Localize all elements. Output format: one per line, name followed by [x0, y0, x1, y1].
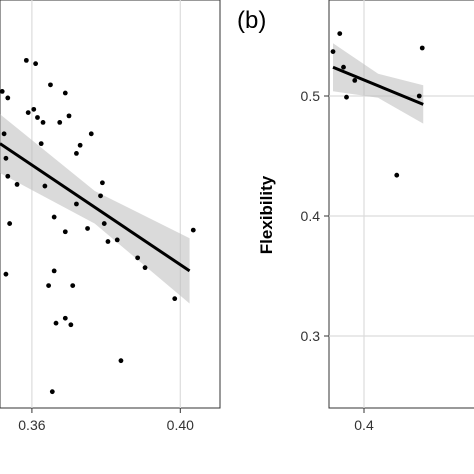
data-point-a-29: [74, 201, 79, 207]
panel-a: 0.36 0.40: [0, 0, 221, 433]
data-point-a-20: [38, 141, 44, 147]
data-point-a-10: [31, 106, 37, 112]
data-point-a-17: [66, 113, 72, 119]
panel-b: (b) Flexibility 0.4 0.3 0.4 0.5: [237, 0, 474, 433]
data-point-a-39: [135, 255, 141, 261]
data-point-a-34: [101, 221, 107, 226]
data-point-a-14: [48, 82, 53, 88]
regression-line-b: [332, 65, 424, 106]
confidence-band-b: [333, 43, 424, 124]
data-point-a-22: [62, 229, 68, 235]
x-tick-label-a-1: 0.40: [167, 417, 194, 433]
data-point-a-12: [35, 115, 40, 120]
data-point-b-7: [419, 45, 425, 51]
data-point-a-1: [1, 131, 7, 137]
x-ticks-b: 0.4: [354, 408, 374, 433]
data-point-a-9: [25, 110, 31, 116]
data-point-a-2: [3, 155, 9, 161]
data-point-a-5: [7, 221, 13, 226]
data-point-a-4: [5, 95, 11, 101]
y-tick-label-b-1: 0.4: [301, 208, 321, 224]
data-point-b-0: [330, 49, 336, 54]
data-point-a-15: [57, 120, 63, 125]
data-point-a-43: [49, 389, 55, 395]
data-point-b-3: [344, 94, 349, 100]
data-point-a-13: [40, 120, 46, 125]
data-point-a-19: [42, 183, 48, 189]
data-point-a-26: [62, 315, 68, 321]
data-point-a-40: [142, 265, 148, 271]
y-axis-title-b: Flexibility: [257, 175, 276, 254]
data-point-a-30: [85, 226, 90, 231]
grid-a: [31, 0, 181, 408]
x-ticks-a: 0.36 0.40: [18, 408, 194, 433]
data-point-a-36: [105, 239, 111, 244]
data-point-a-3: [5, 173, 11, 179]
data-point-a-24: [46, 283, 52, 288]
y-tick-label-b-0: 0.3: [301, 328, 321, 344]
data-point-a-23: [51, 268, 57, 274]
data-point-a-25: [53, 320, 59, 326]
data-point-b-2: [341, 64, 346, 70]
data-point-a-27: [68, 322, 74, 328]
data-point-b-1: [337, 31, 343, 36]
data-point-a-0: [0, 88, 5, 94]
data-point-a-21: [51, 214, 57, 220]
x-tick-label-a-0: 0.36: [18, 417, 45, 433]
data-point-b-6: [416, 93, 422, 99]
data-point-a-35: [99, 180, 105, 186]
y-ticks-b: 0.3 0.4 0.5: [301, 88, 329, 344]
points-b: [330, 31, 425, 178]
data-point-a-18: [74, 151, 79, 156]
panel-label-b: (b): [237, 7, 266, 34]
data-point-a-32: [88, 131, 94, 137]
data-point-b-5: [394, 172, 400, 178]
points-a: [0, 57, 196, 395]
data-point-a-38: [118, 358, 124, 364]
data-point-a-37: [114, 237, 120, 243]
data-point-a-11: [33, 61, 39, 67]
data-point-a-33: [98, 193, 103, 199]
data-point-a-8: [23, 57, 29, 63]
data-point-a-41: [172, 296, 178, 302]
data-point-a-16: [62, 90, 68, 96]
data-point-a-6: [3, 271, 9, 277]
data-point-a-31: [77, 142, 83, 148]
data-point-a-28: [70, 283, 76, 288]
x-tick-label-b-0: 0.4: [354, 417, 374, 433]
regression-line-a: [0, 142, 191, 273]
data-point-a-42: [190, 227, 196, 233]
data-point-a-7: [14, 182, 20, 187]
data-point-b-4: [352, 78, 358, 83]
y-tick-label-b-2: 0.5: [301, 88, 321, 104]
